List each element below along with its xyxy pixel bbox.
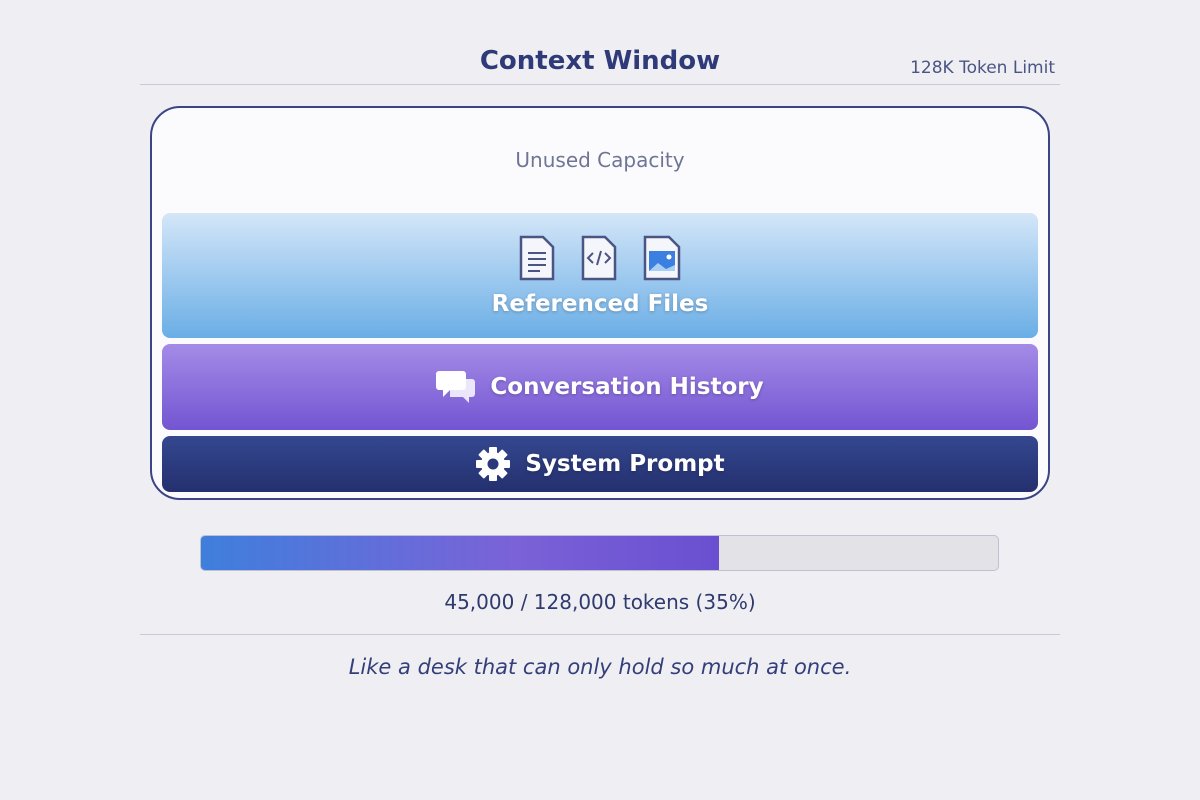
context-window: Unused Capacity Referenced Files Convers… bbox=[150, 106, 1050, 500]
conversation-history-layer: Conversation History bbox=[162, 344, 1038, 430]
image-file-icon bbox=[643, 235, 681, 280]
bottom-divider bbox=[140, 634, 1060, 635]
token-limit-label: 128K Token Limit bbox=[910, 58, 1055, 78]
page-title: Context Window bbox=[479, 46, 721, 76]
token-count: 45,000 / 128,000 tokens (35%) bbox=[444, 590, 756, 614]
chat-bubbles-icon bbox=[436, 369, 476, 405]
unused-capacity-label: Unused Capacity bbox=[515, 148, 685, 172]
token-usage-fill bbox=[201, 536, 720, 570]
caption: Like a desk that can only hold so much a… bbox=[348, 655, 852, 679]
gear-icon bbox=[475, 446, 511, 482]
referenced-files-layer: Referenced Files bbox=[162, 213, 1038, 338]
top-divider bbox=[140, 84, 1060, 85]
token-usage-bar bbox=[200, 535, 999, 571]
referenced-files-label: Referenced Files bbox=[491, 290, 709, 317]
conversation-history-label: Conversation History bbox=[490, 374, 764, 400]
system-prompt-label: System Prompt bbox=[525, 451, 725, 477]
system-prompt-layer: System Prompt bbox=[162, 436, 1038, 492]
code-file-icon bbox=[581, 235, 617, 280]
document-icon bbox=[519, 235, 555, 280]
